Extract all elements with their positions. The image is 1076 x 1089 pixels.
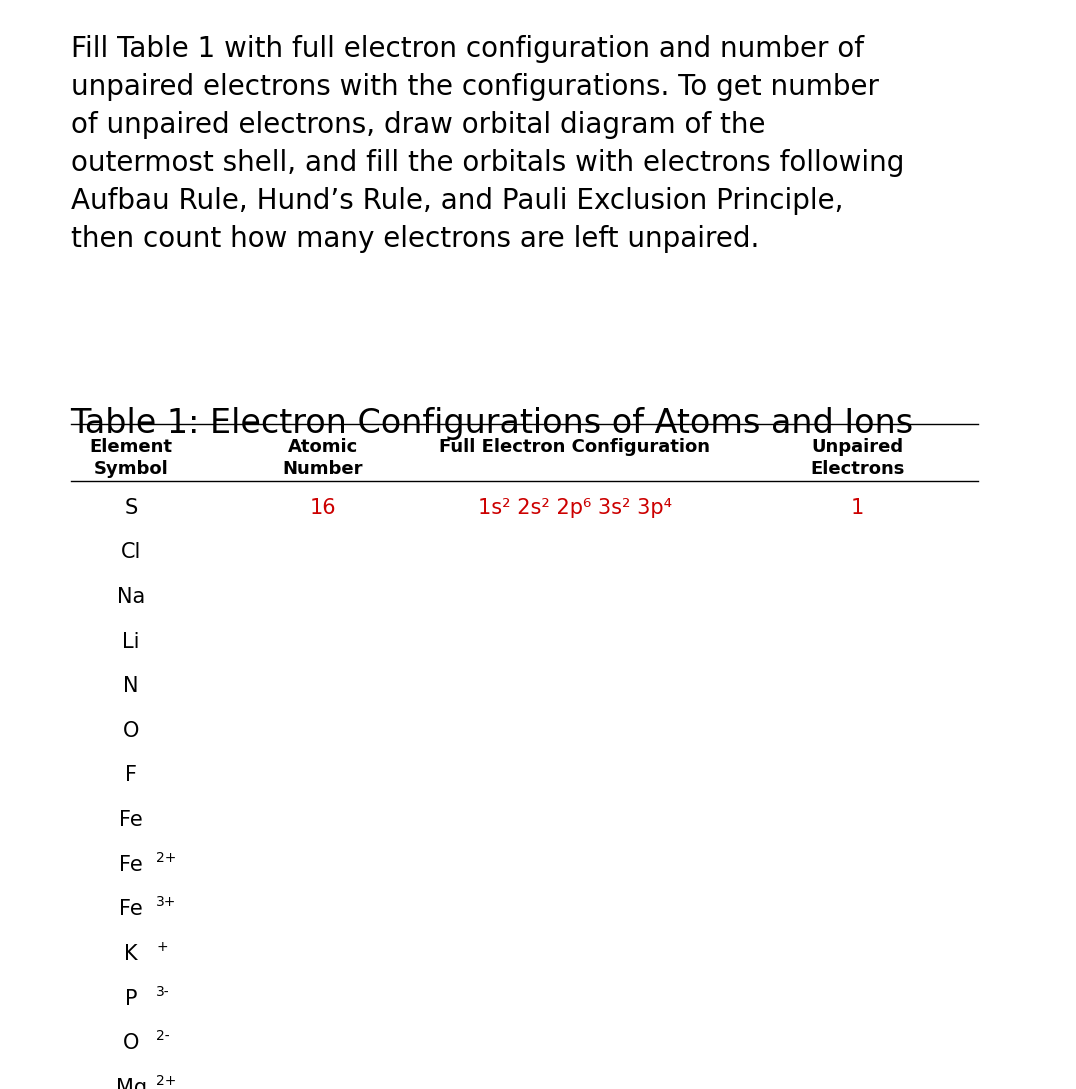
Text: O: O [123, 721, 139, 741]
Text: Fill Table 1 with full electron configuration and number of
unpaired electrons w: Fill Table 1 with full electron configur… [71, 35, 904, 253]
Text: Fe: Fe [119, 855, 143, 874]
Text: 2+: 2+ [156, 851, 176, 865]
Text: Element
Symbol: Element Symbol [89, 438, 172, 478]
Text: 3+: 3+ [156, 895, 176, 909]
Text: 16: 16 [310, 498, 336, 517]
Text: N: N [124, 676, 139, 696]
Text: F: F [125, 766, 137, 785]
Text: 1: 1 [850, 498, 864, 517]
Text: O: O [123, 1033, 139, 1053]
Text: 2+: 2+ [156, 1074, 176, 1088]
Text: Li: Li [123, 632, 140, 651]
Text: Fe: Fe [119, 810, 143, 830]
Text: Full Electron Configuration: Full Electron Configuration [439, 438, 710, 455]
Text: Cl: Cl [121, 542, 141, 562]
Text: P: P [125, 989, 138, 1008]
Text: 2-: 2- [156, 1029, 170, 1043]
Text: Table 1: Electron Configurations of Atoms and Ions: Table 1: Electron Configurations of Atom… [71, 407, 914, 440]
Text: S: S [125, 498, 138, 517]
Text: Fe: Fe [119, 900, 143, 919]
Text: +: + [156, 940, 168, 954]
Text: Mg: Mg [115, 1078, 146, 1089]
Text: K: K [125, 944, 138, 964]
Text: Na: Na [117, 587, 145, 607]
Text: 3-: 3- [156, 984, 170, 999]
Text: Unpaired
Electrons: Unpaired Electrons [810, 438, 904, 478]
Text: 1s² 2s² 2p⁶ 3s² 3p⁴: 1s² 2s² 2p⁶ 3s² 3p⁴ [478, 498, 671, 517]
Text: Atomic
Number: Atomic Number [282, 438, 363, 478]
